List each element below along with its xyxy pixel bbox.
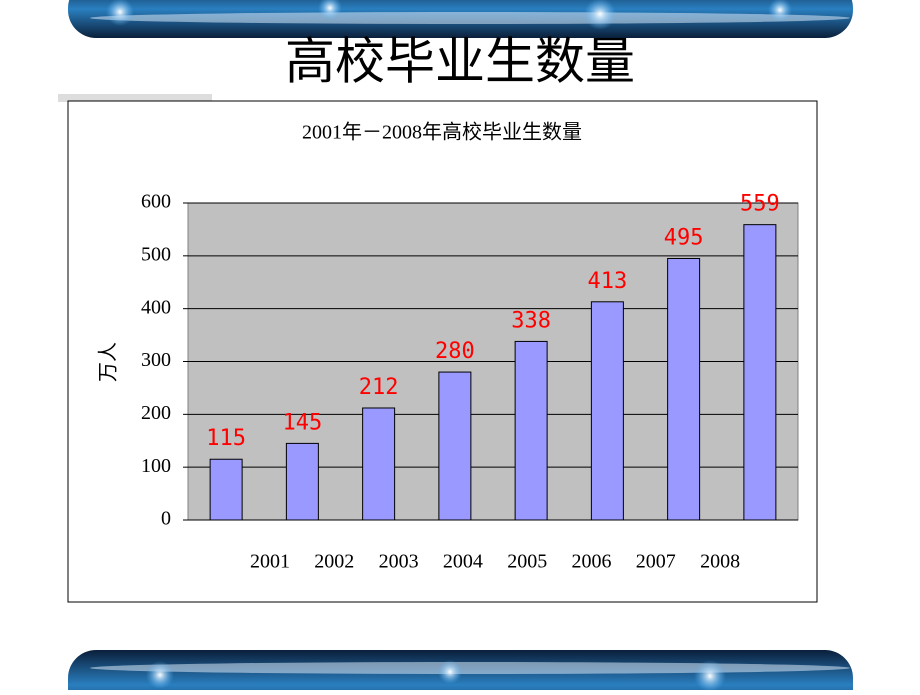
- x-tick-label: 2003: [379, 551, 419, 573]
- x-tick-label: 2002: [314, 551, 354, 573]
- y-axis-label: 万人: [97, 342, 120, 382]
- y-tick-label: 500: [141, 243, 171, 265]
- data-label: 413: [588, 269, 628, 294]
- x-tick-label: 2007: [636, 551, 676, 573]
- data-label: 338: [511, 308, 551, 333]
- x-tick-label: 2005: [507, 551, 547, 573]
- x-tick-label: 2008: [700, 551, 740, 573]
- bar: [362, 407, 396, 521]
- chart-title: 2001年－2008年高校毕业生数量: [302, 121, 582, 144]
- y-tick-label: 300: [141, 349, 171, 371]
- bar: [209, 458, 243, 521]
- y-tick-label: 0: [161, 508, 171, 530]
- data-label: 559: [740, 192, 780, 217]
- data-label: 145: [283, 410, 323, 435]
- data-label: 115: [206, 426, 246, 451]
- data-label: 495: [664, 225, 704, 250]
- data-label: 280: [435, 339, 475, 364]
- bar: [667, 257, 701, 521]
- bottom-banner: [68, 650, 853, 695]
- x-tick-label: 2001: [250, 551, 290, 573]
- bar: [743, 224, 777, 521]
- slide-title: 高校毕业生数量: [285, 33, 635, 91]
- top-banner: [68, 0, 853, 38]
- x-tick-label: 2004: [443, 551, 483, 573]
- data-label: 212: [359, 375, 399, 400]
- bar: [590, 301, 624, 521]
- bar: [438, 371, 472, 521]
- y-tick-label: 600: [141, 191, 171, 213]
- y-tick-label: 200: [141, 402, 171, 424]
- bar: [514, 340, 548, 521]
- y-tick-label: 400: [141, 296, 171, 318]
- bar: [285, 442, 319, 521]
- y-tick-label: 100: [141, 455, 171, 477]
- x-tick-label: 2006: [572, 551, 612, 573]
- decor: [58, 94, 212, 102]
